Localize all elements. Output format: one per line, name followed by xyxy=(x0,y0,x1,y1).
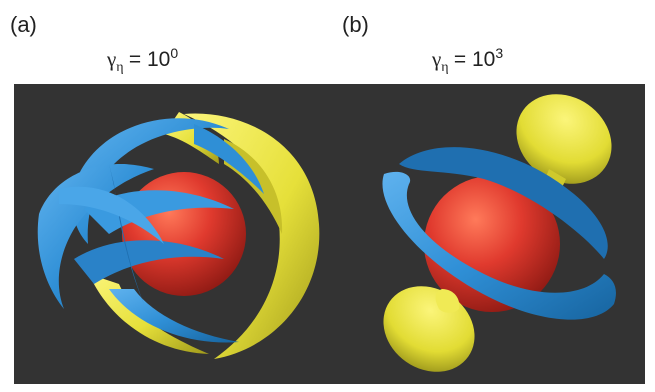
render-illustration xyxy=(37,94,616,372)
blue-surface-a xyxy=(194,124,264,194)
panel-b-gamma-label: γη = 103 xyxy=(432,45,504,76)
render-panel xyxy=(14,84,645,384)
blue-ring-b xyxy=(382,171,616,320)
yellow-surface-a xyxy=(184,113,320,359)
blue-surface-a xyxy=(109,289,239,343)
panel-a-label: (a) xyxy=(10,12,37,37)
panel-a-gamma-label: γη = 100 xyxy=(107,45,179,76)
blue-surface-a xyxy=(59,186,164,244)
blue-ring-b xyxy=(399,147,608,259)
panel-b-render xyxy=(382,94,616,372)
panel-a-render xyxy=(37,112,320,359)
blue-surface-a xyxy=(109,164,144,304)
yellow-disk-top xyxy=(516,94,612,184)
yellow-disk-stem-bottom xyxy=(435,289,460,313)
blue-surface-a xyxy=(72,118,229,244)
blue-surface-a xyxy=(74,240,224,284)
red-sphere-a xyxy=(122,172,246,296)
panel-b-label: (b) xyxy=(342,12,369,37)
